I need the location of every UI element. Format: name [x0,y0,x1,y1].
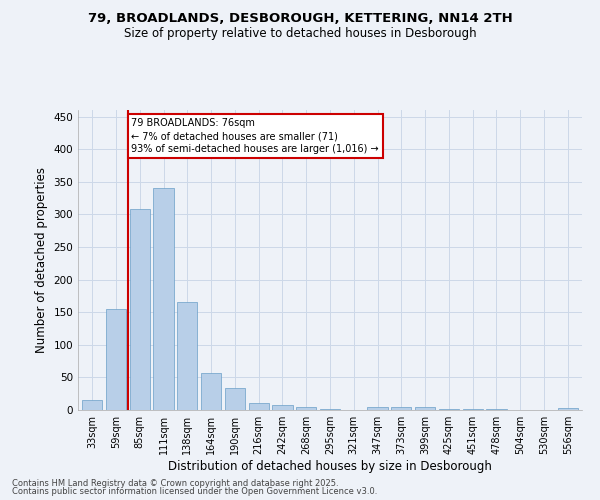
Bar [248,404,269,410]
Bar [154,188,173,410]
Bar [82,400,103,410]
Bar [367,406,388,410]
Bar [177,302,197,410]
Text: 79, BROADLANDS, DESBOROUGH, KETTERING, NN14 2TH: 79, BROADLANDS, DESBOROUGH, KETTERING, N… [88,12,512,26]
Text: Contains public sector information licensed under the Open Government Licence v3: Contains public sector information licen… [12,487,377,496]
X-axis label: Distribution of detached houses by size in Desborough: Distribution of detached houses by size … [168,460,492,473]
Bar [296,406,316,410]
Bar [272,405,293,410]
Bar [557,408,578,410]
Bar [391,406,412,410]
Bar [225,388,245,410]
Bar [415,408,435,410]
Y-axis label: Number of detached properties: Number of detached properties [35,167,48,353]
Text: 79 BROADLANDS: 76sqm
← 7% of detached houses are smaller (71)
93% of semi-detach: 79 BROADLANDS: 76sqm ← 7% of detached ho… [131,118,379,154]
Bar [201,373,221,410]
Bar [320,408,340,410]
Text: Contains HM Land Registry data © Crown copyright and database right 2025.: Contains HM Land Registry data © Crown c… [12,478,338,488]
Bar [439,408,459,410]
Bar [106,309,126,410]
Bar [130,209,150,410]
Text: Size of property relative to detached houses in Desborough: Size of property relative to detached ho… [124,28,476,40]
